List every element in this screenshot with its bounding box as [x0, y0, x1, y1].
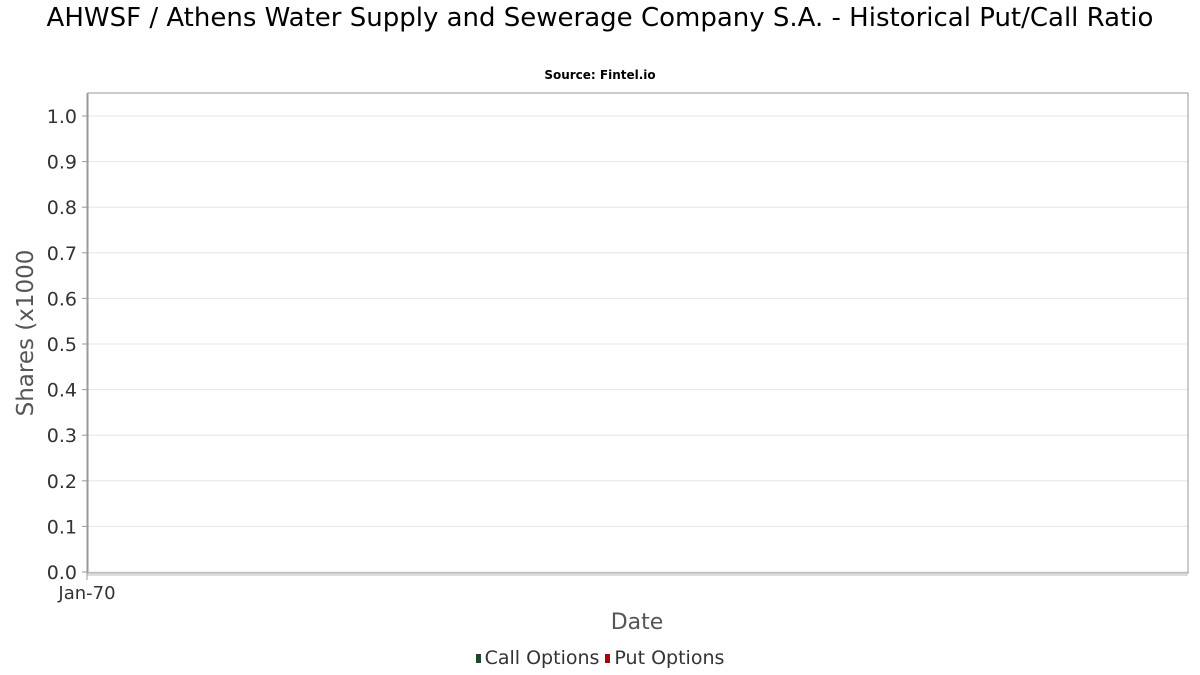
legend-label-put: Put Options — [614, 647, 725, 669]
chart-subtitle: Source: Fintel.io — [544, 68, 656, 82]
x-axis-label: Date — [611, 610, 664, 635]
legend-item-call[interactable]: Call Options — [475, 647, 600, 669]
plot-frame — [87, 92, 1189, 574]
y-tick-label: 0.4 — [47, 380, 77, 402]
x-tick-label: Jan-70 — [57, 583, 115, 604]
y-tick-label: 0.3 — [47, 425, 77, 447]
y-axis-ticks: 0.0 0.1 0.2 0.3 0.4 0.5 0.6 0.7 0.8 0.9 1.0 — [47, 106, 87, 584]
y-tick-label: 1.0 — [47, 106, 77, 128]
y-tick-label: 0.1 — [47, 516, 77, 538]
y-tick-label: 0.9 — [47, 152, 77, 174]
y-tick-label: 0.0 — [47, 562, 77, 584]
legend-item-put[interactable]: Put Options — [605, 647, 724, 669]
call-options-swatch — [475, 653, 481, 663]
grid-lines — [88, 115, 1188, 573]
y-tick-label: 0.6 — [47, 288, 77, 310]
y-tick-label: 0.2 — [47, 471, 77, 493]
y-tick-label: 0.7 — [47, 243, 77, 265]
legend: Call Options Put Options — [0, 647, 1200, 669]
x-axis-ticks: Jan-70 — [57, 575, 116, 604]
put-options-swatch — [605, 653, 611, 663]
chart-title: AHWSF / Athens Water Supply and Sewerage… — [46, 3, 1154, 33]
y-tick-label: 0.8 — [47, 197, 77, 219]
y-axis-label: Shares (x1000 — [13, 250, 39, 417]
legend-label-call: Call Options — [484, 647, 600, 669]
y-tick-label: 0.5 — [47, 334, 77, 356]
